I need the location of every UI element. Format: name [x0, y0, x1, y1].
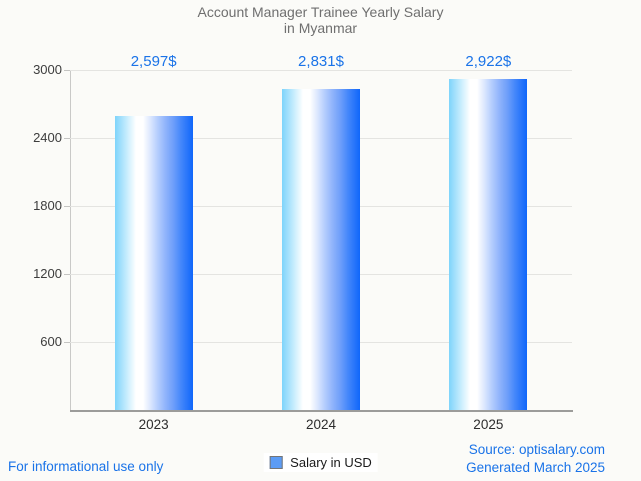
x-axis-category-label: 2024 — [305, 417, 337, 432]
y-axis-tick-label: 600 — [40, 334, 62, 349]
y-axis-tick-label: 1800 — [33, 198, 62, 213]
legend-label: Salary in USD — [290, 455, 372, 470]
chart-title-line1: Account Manager Trainee Yearly Salary — [197, 4, 444, 20]
gridline — [70, 70, 572, 71]
y-axis-tick-label: 3000 — [33, 62, 62, 77]
chart-title-line2: in Myanmar — [283, 19, 358, 36]
y-tick-mark — [64, 206, 70, 207]
legend-marker-square — [269, 456, 283, 469]
y-axis-tick-label: 1200 — [33, 266, 62, 281]
source-text: Source: optisalary.com — [468, 442, 605, 457]
y-axis-line — [70, 70, 71, 410]
y-tick-mark — [64, 138, 70, 139]
salary-bar — [449, 78, 528, 410]
y-tick-mark — [64, 70, 70, 71]
x-axis-category-label: 2023 — [138, 417, 169, 432]
bar-value-label: 2,922$ — [465, 53, 512, 70]
chart-title: Account Manager Trainee Yearly Salary in… — [0, 4, 641, 36]
y-tick-mark — [64, 274, 70, 275]
bar-value-label: 2,597$ — [130, 53, 177, 70]
salary-bar — [114, 115, 193, 410]
y-tick-mark — [64, 342, 70, 343]
x-axis-category-label: 2025 — [473, 417, 504, 432]
salary-bar — [282, 89, 360, 410]
x-axis-baseline — [70, 410, 573, 412]
source-note: Source: optisalary.com Generated March 2… — [466, 441, 605, 477]
disclaimer-text: For informational use only — [8, 459, 164, 474]
y-axis-tick-label: 2400 — [33, 130, 62, 145]
generated-text: Generated March 2025 — [466, 460, 605, 475]
bar-value-label: 2,831$ — [298, 53, 344, 70]
legend: Salary in USD — [263, 453, 378, 472]
